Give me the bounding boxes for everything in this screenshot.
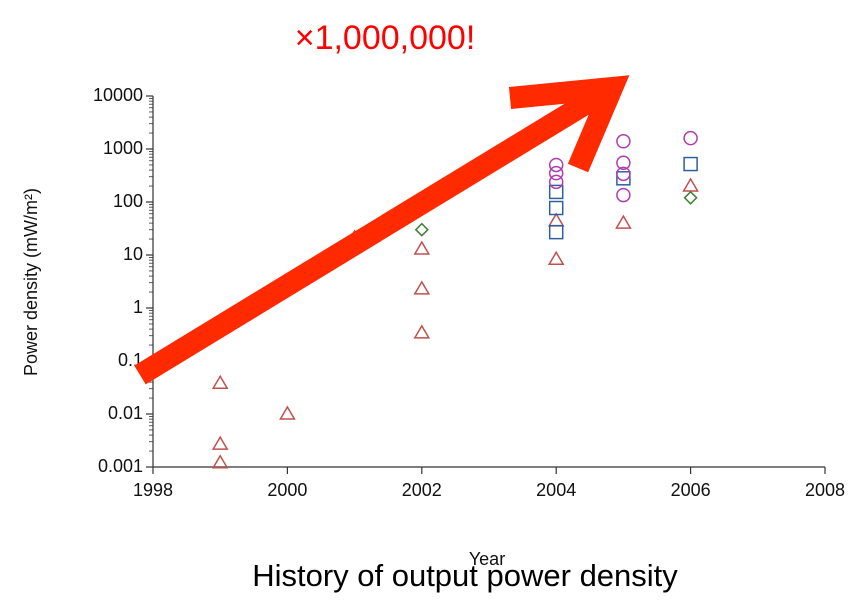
point (548, 174, 564, 190)
arrow-head (508, 75, 630, 173)
point (616, 187, 631, 203)
x-tick-label: 2004 (536, 480, 576, 500)
point (616, 166, 631, 182)
point (615, 214, 632, 229)
point (548, 224, 564, 240)
point (683, 156, 698, 172)
x-tick-label: 1998 (133, 480, 173, 500)
point (211, 374, 229, 390)
point (547, 250, 565, 266)
arrow (134, 75, 630, 385)
point (616, 134, 631, 149)
point (616, 155, 631, 171)
point (548, 200, 564, 216)
x-tick-label: 2006 (671, 480, 711, 500)
point (413, 280, 431, 295)
y-tick-label: 0.01 (108, 403, 143, 423)
y-tick-label: 0.001 (98, 456, 143, 476)
arrow-shaft (134, 85, 606, 385)
x-axis-label: Year (469, 549, 505, 569)
point (682, 177, 699, 192)
x-tick-label: 2002 (402, 480, 442, 500)
point (548, 165, 564, 181)
point (211, 454, 229, 469)
point (413, 324, 431, 339)
y-tick-label: 1000 (103, 138, 143, 158)
point (414, 222, 429, 237)
point (547, 212, 565, 227)
x-tick-label: 2000 (267, 480, 307, 500)
point (548, 184, 564, 200)
point (413, 240, 431, 255)
point (683, 130, 698, 146)
caption: History of output power density (252, 558, 678, 593)
point (211, 435, 229, 450)
point (616, 171, 631, 186)
point (683, 190, 698, 205)
chart-title: ×1,000,000! (295, 19, 476, 57)
y-tick-label: 10000 (93, 85, 143, 105)
y-axis-label: Power density (mW/m²) (21, 188, 41, 376)
y-tick-label: 100 (113, 191, 143, 211)
y-tick-label: 10 (123, 244, 143, 264)
x-tick-label: 2008 (805, 480, 845, 500)
y-tick-label: 1 (133, 297, 143, 317)
point (548, 157, 564, 173)
point (279, 405, 296, 420)
